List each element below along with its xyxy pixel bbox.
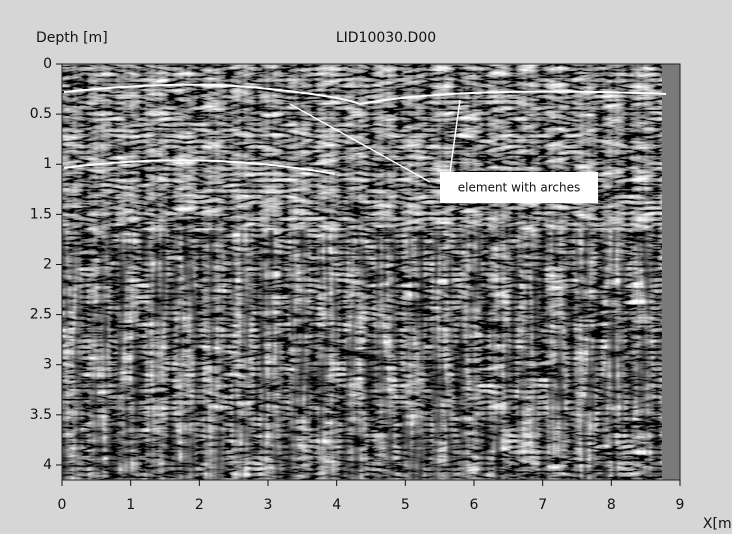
y-tick-label: 3.5 <box>30 407 52 423</box>
x-tick-label: 5 <box>401 497 410 513</box>
annotation: element with arches <box>458 181 580 195</box>
y-tick-label: 2.5 <box>30 307 52 323</box>
x-tick-label: 0 <box>58 497 67 513</box>
y-tick-label: 3 <box>43 357 52 373</box>
y-axis-label: Depth [m] <box>36 30 108 46</box>
y-tick-label: 0 <box>43 56 52 72</box>
x-tick-label: 7 <box>538 497 547 513</box>
x-tick-label: 9 <box>676 497 685 513</box>
x-tick-label: 3 <box>264 497 273 513</box>
plot-frame <box>61 63 681 481</box>
marked-layer <box>63 83 667 106</box>
x-axis-label: X[m] <box>703 516 732 532</box>
annotation-box <box>440 172 598 203</box>
y-tick-label: 2 <box>43 256 52 272</box>
x-tick-label: 4 <box>332 497 341 513</box>
marked-layer <box>63 159 336 175</box>
y-tick-label: 1.5 <box>30 206 52 222</box>
y-tick-label: 0.5 <box>30 106 52 122</box>
y-tick-label: 4 <box>43 457 52 473</box>
arrow <box>289 99 461 183</box>
x-tick-label: 1 <box>126 497 135 513</box>
chart-title: LID10030.D00 <box>336 30 436 46</box>
x-tick-label: 6 <box>470 497 479 513</box>
plot-area: element with arches <box>61 63 681 481</box>
radargram-noise <box>62 230 662 480</box>
x-tick-label: 8 <box>607 497 616 513</box>
x-tick-label: 2 <box>195 497 204 513</box>
radargram-edge <box>662 64 680 480</box>
y-tick-label: 1 <box>43 156 52 172</box>
